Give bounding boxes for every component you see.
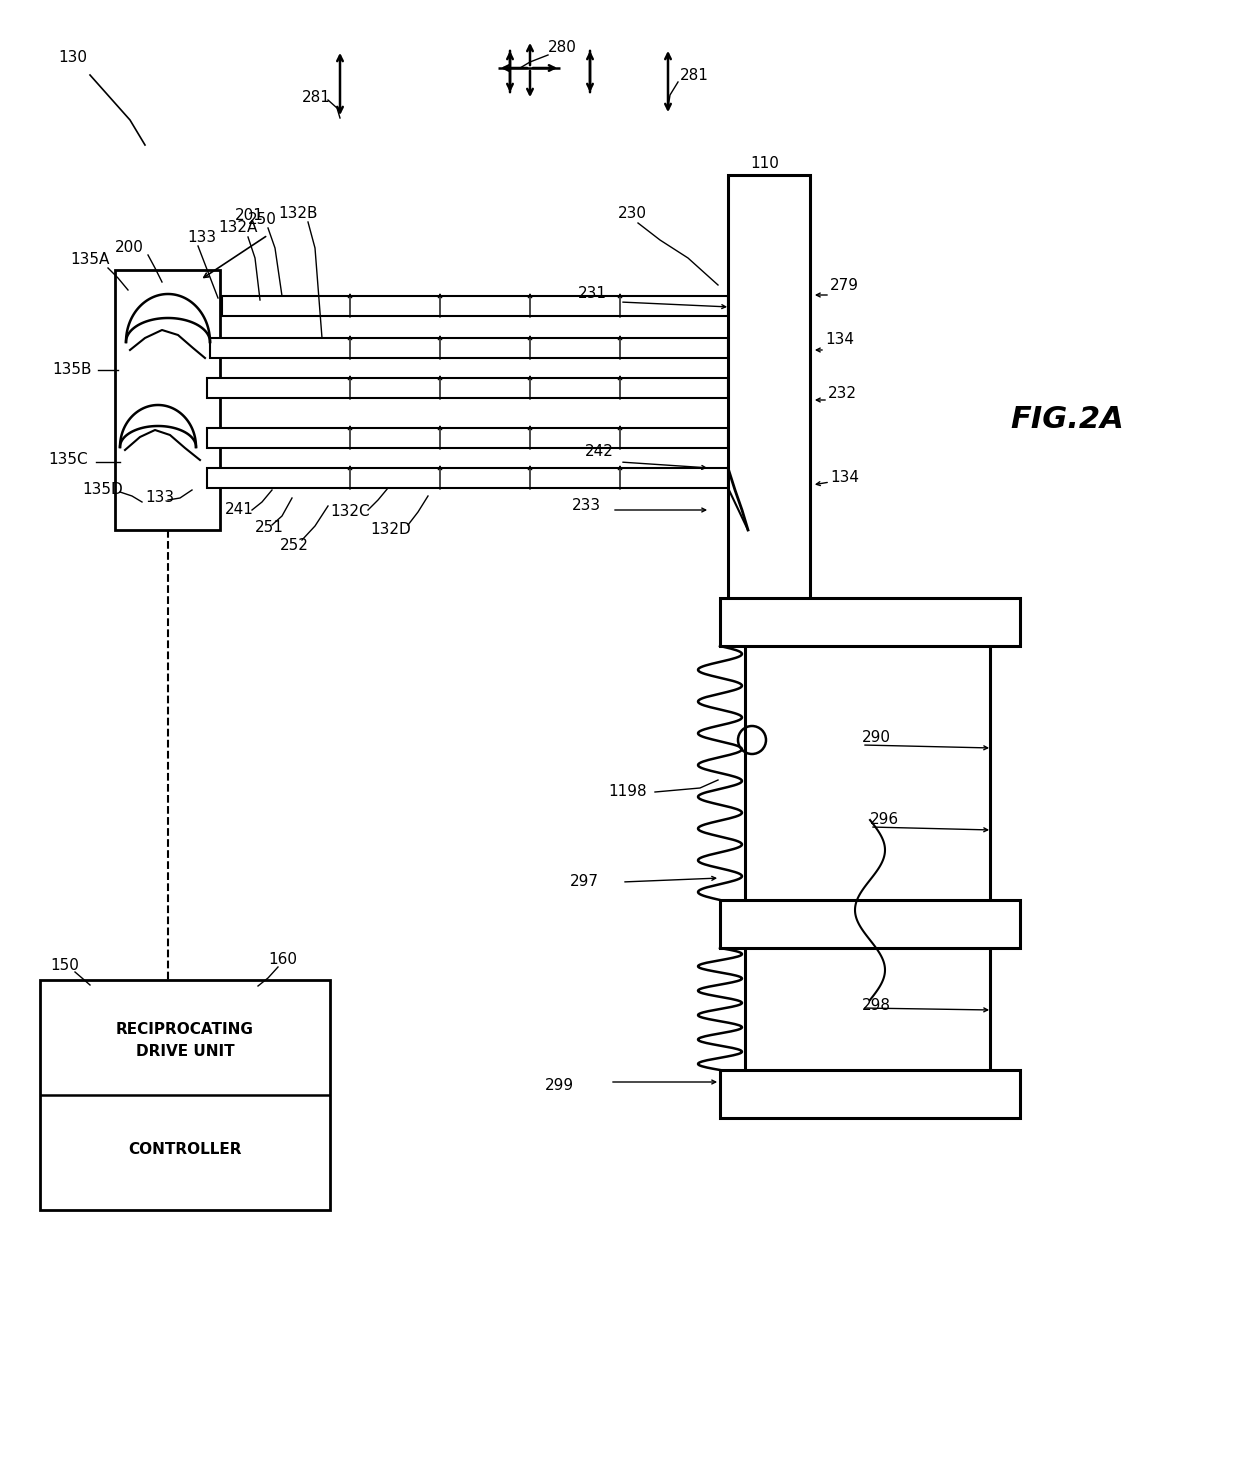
Bar [40,980,330,1210]
Bar [728,175,810,600]
Text: 298: 298 [862,998,892,1013]
Text: RECIPROCATING: RECIPROCATING [117,1022,254,1038]
Text: 251: 251 [255,520,284,536]
Text: 135A: 135A [69,252,109,268]
Text: 132C: 132C [330,505,370,520]
Text: 130: 130 [58,50,87,65]
Text: 200: 200 [115,240,144,256]
Text: FIG.2A: FIG.2A [1011,406,1123,434]
Text: 201: 201 [236,207,264,222]
Text: 233: 233 [572,498,601,512]
Text: 231: 231 [578,286,608,301]
Text: 296: 296 [870,813,899,828]
Text: 290: 290 [862,730,892,745]
Text: 281: 281 [680,68,709,83]
Bar [207,378,728,398]
Text: 110: 110 [750,156,779,170]
Text: 280: 280 [548,40,577,55]
Bar [210,338,728,358]
Text: CONTROLLER: CONTROLLER [128,1142,242,1158]
Text: 252: 252 [280,538,309,552]
Text: 250: 250 [248,212,277,228]
Text: 230: 230 [618,206,647,221]
Text: 133: 133 [145,490,174,505]
Text: 134: 134 [825,333,854,348]
Text: 241: 241 [224,502,254,517]
Text: 133: 133 [187,231,216,246]
Text: 281: 281 [303,90,331,105]
Text: 135B: 135B [52,363,92,378]
Text: 279: 279 [830,277,859,293]
Text: 297: 297 [570,874,599,890]
Text: 232: 232 [828,385,857,400]
Text: 132A: 132A [218,221,258,235]
Bar [720,598,1021,646]
Text: 299: 299 [546,1078,574,1093]
Bar [222,296,728,315]
Bar [115,270,219,530]
Text: DRIVE UNIT: DRIVE UNIT [135,1044,234,1059]
Text: 132B: 132B [278,206,317,221]
Bar [720,1069,1021,1118]
Text: 1198: 1198 [608,785,646,800]
Text: 242: 242 [585,444,614,459]
Bar [207,428,728,447]
Text: 150: 150 [50,958,79,973]
Text: 134: 134 [830,471,859,486]
Bar [207,468,728,489]
Text: 132D: 132D [370,523,410,538]
Bar [720,900,1021,948]
Text: 135D: 135D [82,483,123,498]
Text: 135C: 135C [48,453,88,468]
Text: 160: 160 [268,952,298,967]
